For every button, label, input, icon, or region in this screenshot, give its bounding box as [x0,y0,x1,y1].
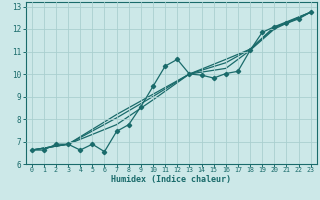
X-axis label: Humidex (Indice chaleur): Humidex (Indice chaleur) [111,175,231,184]
